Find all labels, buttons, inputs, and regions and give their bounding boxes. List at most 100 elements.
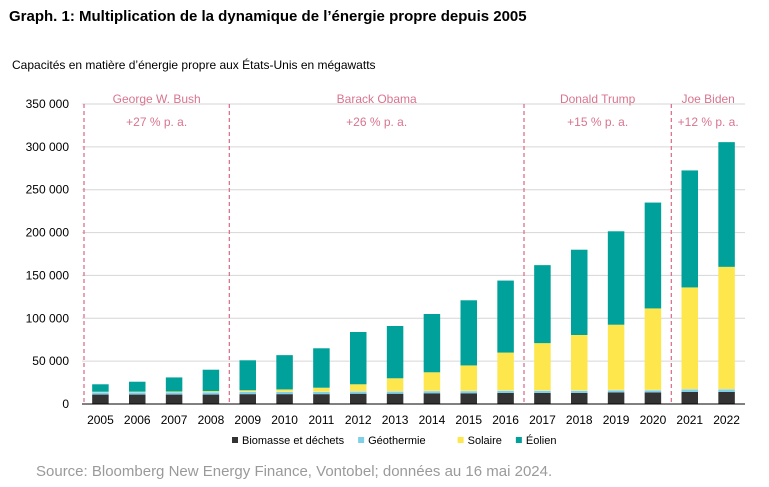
bar-segment-2019-s4 [607,231,625,325]
x-tick-label: 2008 [198,413,225,427]
x-tick-label: 2010 [271,413,298,427]
bar-segment-2015-s4 [460,300,477,366]
x-tick-label: 2014 [419,413,446,427]
bar-segment-2022-s1 [718,389,735,392]
stacked-bar-chart: 0 50 000 100 000 150 000 200 000 250 000 300 0… [26,92,745,447]
x-tick-label: 2021 [676,413,703,427]
y-tick-label: 150 000 [26,268,70,282]
legend-label: Éolien [526,434,557,447]
legend: Biomasse et déchets Géothermie Solaire Éoli… [232,434,556,447]
bar-segment-2013-s4 [386,326,404,379]
bar-segment-2017-s3 [534,343,551,391]
bar-segment-2009-s0 [239,394,256,404]
x-tick-label: 2022 [713,413,740,427]
legend-label: Géothermie [368,435,425,447]
bar-segment-2020-s3 [644,308,662,390]
chart-subtitle: Capacités en matière d’énergie propre au… [12,58,376,72]
bar-segment-2015-s0 [460,393,477,404]
bar-segment-2007-s0 [165,394,183,404]
bar-segment-2010-s1 [276,392,293,395]
x-tick-label: 2016 [492,413,519,427]
bar-segment-2021-s3 [681,287,698,389]
bar-segment-2018-s4 [571,249,588,335]
legend-swatch [515,437,522,443]
x-tick-label: 2013 [382,413,409,427]
bar-segment-2011-s3 [313,387,330,392]
period-growth: +15 % p. a. [567,115,628,129]
bar-segment-2010-s3 [276,389,293,392]
bar-segment-2018-s3 [571,335,588,391]
legend-swatch [232,437,238,443]
bar-segment-2022-s4 [718,142,735,267]
period-growth: +27 % p. a. [126,115,187,129]
axis-layer: 0 50 000 100 000 150 000 200 000 250 000 300 0… [26,97,745,427]
legend-label: Solaire [468,435,502,447]
bar-segment-2013-s3 [386,378,404,392]
bar-segment-2016-s3 [497,352,514,391]
chart-title: Graph. 1: Multiplication de la dynamique… [9,8,527,25]
legend-swatch [358,437,365,443]
bar-segment-2006-s0 [129,394,146,404]
x-tick-label: 2005 [87,413,114,427]
bar-segment-2016-s1 [497,390,514,393]
bar-segment-2022-s3 [718,266,735,389]
bar-segment-2020-s0 [644,392,662,404]
bar-layer [92,142,735,404]
bar-segment-2021-s4 [681,170,698,288]
bar-segment-2013-s1 [386,391,404,394]
bar-segment-2007-s1 [165,392,183,395]
period-label: Barack Obama [337,92,417,106]
bar-segment-2012-s0 [350,393,367,404]
bar-segment-2011-s1 [313,392,330,395]
bar-segment-2008-s0 [202,394,220,404]
bar-segment-2012-s1 [350,391,367,394]
bar-segment-2012-s4 [350,332,367,385]
y-tick-label: 250 000 [26,183,70,197]
x-tick-label: 2017 [529,413,556,427]
bar-segment-2007-s3 [165,391,183,392]
bar-segment-2018-s0 [571,392,588,404]
bar-segment-2015-s1 [460,391,477,394]
x-tick-label: 2006 [124,413,151,427]
x-tick-label: 2011 [309,413,335,427]
period-growth: +26 % p. a. [346,115,407,129]
bar-segment-2008-s3 [202,391,220,392]
x-tick-label: 2020 [640,413,667,427]
y-tick-label: 200 000 [26,226,70,240]
x-tick-label: 2019 [603,413,630,427]
bar-segment-2015-s3 [460,365,477,391]
bar-segment-2009-s4 [239,360,256,391]
bar-segment-2011-s0 [313,394,330,404]
bar-segment-2019-s1 [607,390,625,393]
bar-segment-2005-s1 [92,392,109,395]
y-tick-label: 0 [62,397,69,411]
y-tick-label: 100 000 [26,311,70,325]
period-growth: +12 % p. a. [678,115,739,129]
bar-segment-2012-s3 [350,384,367,392]
period-label: George W. Bush [113,92,201,106]
source-note: Source: Bloomberg New Energy Finance, Vo… [36,463,553,480]
period-layer: George W. Bush +27 % p. a. Barack Obama +26… [83,92,739,404]
bar-segment-2019-s0 [607,392,625,404]
x-tick-label: 2012 [345,413,372,427]
bar-segment-2008-s4 [202,369,220,392]
bar-segment-2009-s3 [239,390,256,392]
legend-label: Biomasse et déchets [242,435,345,447]
x-tick-label: 2009 [234,413,261,427]
legend-swatch [457,437,464,443]
period-label: Joe Biden [681,92,734,106]
bar-segment-2006-s1 [129,392,146,395]
grid-layer [82,103,745,362]
bar-segment-2008-s1 [202,392,220,395]
bar-segment-2019-s3 [607,324,625,390]
bar-segment-2021-s0 [681,392,698,404]
bar-segment-2017-s1 [534,390,551,393]
x-tick-label: 2007 [161,413,188,427]
bar-segment-2014-s1 [423,391,441,394]
bar-segment-2020-s4 [644,202,662,309]
y-tick-label: 350 000 [26,97,70,111]
bar-segment-2016-s0 [497,392,514,404]
bar-segment-2013-s0 [386,393,404,404]
bar-segment-2016-s4 [497,280,514,353]
bar-segment-2021-s1 [681,389,698,392]
